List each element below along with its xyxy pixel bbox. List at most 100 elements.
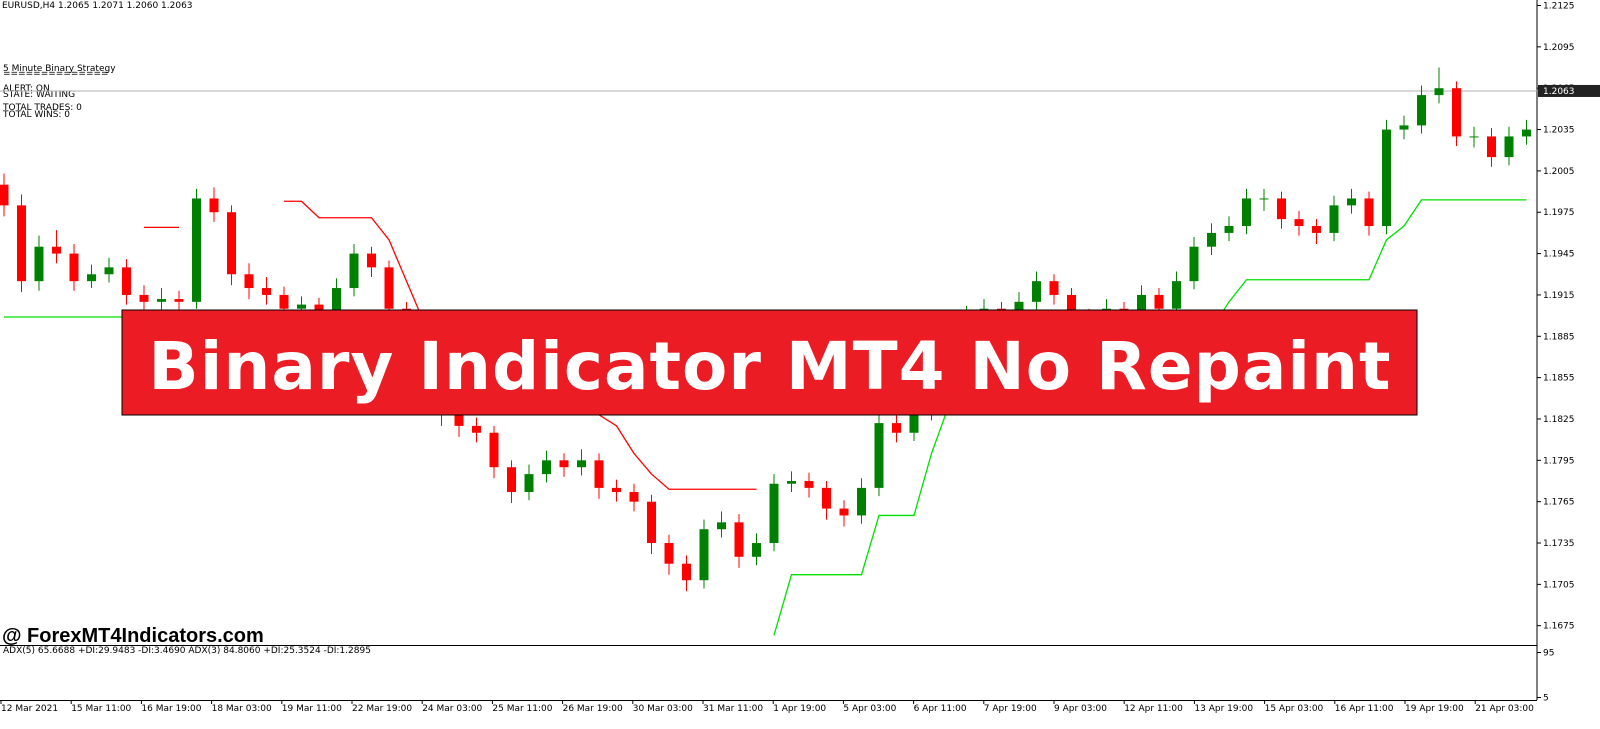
candle-body <box>629 492 639 502</box>
y-tick-label: 1.1855 <box>1543 374 1575 384</box>
y-tick-label: 1.1885 <box>1543 332 1575 342</box>
candle-body <box>1347 198 1356 206</box>
candle-body <box>227 212 236 275</box>
x-tick-label: 5 Apr 03:00 <box>843 704 896 714</box>
candle-body <box>1014 301 1024 316</box>
candle-body <box>1067 294 1076 316</box>
candle-body <box>34 246 44 282</box>
x-tick-label: 15 Mar 11:00 <box>71 704 131 714</box>
current-price-box <box>1538 84 1600 97</box>
y-tick-label: 1.2095 <box>1543 43 1575 53</box>
x-tick-label: 7 Apr 19:00 <box>984 704 1037 714</box>
candle-body <box>769 483 779 544</box>
candle-body <box>297 304 306 309</box>
x-tick-label: 16 Apr 11:00 <box>1335 704 1394 714</box>
candle-body <box>874 423 884 488</box>
candle-body <box>489 432 499 468</box>
candle-body <box>1294 219 1304 227</box>
candle-body <box>804 480 814 488</box>
candle-body <box>367 253 376 268</box>
candle-body <box>909 412 919 433</box>
candle-body <box>1399 125 1409 130</box>
x-tick-label: 26 Mar 19:00 <box>563 704 623 714</box>
candle-body <box>507 467 516 493</box>
x-tick-label: 19 Mar 11:00 <box>282 704 342 714</box>
info-line: ALERT: ON <box>3 84 50 94</box>
y-tick-label: 1.1795 <box>1543 456 1575 466</box>
x-tick-label: 21 Apr 03:00 <box>1475 704 1534 714</box>
info-line: STATE: WAITING <box>3 90 75 100</box>
x-tick-label: 13 Apr 19:00 <box>1194 704 1253 714</box>
candle-body <box>1189 246 1199 282</box>
x-tick-label: 15 Apr 03:00 <box>1265 704 1324 714</box>
candle-body <box>1487 136 1496 158</box>
candle-body <box>122 267 131 295</box>
candle-body <box>542 460 551 475</box>
candle-body <box>1417 95 1426 126</box>
x-tick-label: 16 Mar 19:00 <box>141 704 201 714</box>
candle-body <box>682 563 691 581</box>
info-line: ============== <box>3 69 109 79</box>
candle-body <box>559 460 569 468</box>
candle-body <box>332 288 341 313</box>
candle-body <box>822 487 831 509</box>
candle-body <box>524 474 534 493</box>
candle-body <box>1312 226 1321 233</box>
x-tick-label: 12 Apr 11:00 <box>1124 704 1183 714</box>
candle-body <box>209 198 219 213</box>
candle-body <box>752 543 761 557</box>
candle-body <box>717 522 726 530</box>
candle-body <box>157 299 166 302</box>
candle-body <box>1259 198 1269 200</box>
banner-text: Binary Indicator MT4 No Repaint <box>148 328 1391 405</box>
candle-body <box>1504 136 1514 158</box>
y-tick-label: 1.2005 <box>1543 167 1575 177</box>
candle-body <box>174 299 184 302</box>
candle-body <box>1242 198 1251 227</box>
candle-body <box>594 460 604 488</box>
x-tick-label: 19 Apr 19:00 <box>1405 704 1464 714</box>
y-tick-label: 1.1825 <box>1543 415 1575 425</box>
candle-body <box>1364 198 1374 227</box>
candle-body <box>244 274 254 289</box>
candle-body <box>1172 281 1181 309</box>
info-line: TOTAL WINS: 0 <box>2 110 70 120</box>
info-line: TOTAL TRADES: 0 <box>2 103 82 113</box>
candle-body <box>472 425 481 433</box>
candle-body <box>87 274 96 282</box>
x-tick-label: 25 Mar 11:00 <box>492 704 552 714</box>
candle-body <box>1469 136 1479 138</box>
y-tick-label: 1.1765 <box>1543 498 1575 508</box>
current-price-label: 1.2063 <box>1543 87 1575 97</box>
candle-body <box>839 508 849 516</box>
watermark: @ ForexMT4Indicators.com <box>2 625 264 647</box>
x-tick-label: 6 Apr 11:00 <box>914 704 967 714</box>
y-tick-label: 1.1915 <box>1543 291 1575 301</box>
x-tick-label: 12 Mar 2021 <box>1 704 58 714</box>
candle-body <box>314 304 324 313</box>
x-tick-label: 30 Mar 03:00 <box>633 704 693 714</box>
x-tick-label: 24 Mar 03:00 <box>422 704 482 714</box>
indicator-tick-label: 95 <box>1543 649 1554 659</box>
candle-body <box>892 423 901 433</box>
candle-body <box>52 246 61 254</box>
candle-body <box>577 460 586 468</box>
candle-body <box>1522 129 1531 137</box>
candle-body <box>857 487 866 516</box>
candle-body <box>1224 226 1234 233</box>
candle-body <box>262 288 271 295</box>
x-tick-label: 9 Apr 03:00 <box>1054 704 1107 714</box>
candle-body <box>139 294 149 302</box>
candle-body <box>0 184 9 206</box>
candle-body <box>454 414 464 426</box>
x-tick-label: 22 Mar 19:00 <box>352 704 412 714</box>
info-line: 5 Minute Binary Strategy <box>3 64 116 74</box>
indicator-tick-label: 5 <box>1543 694 1549 704</box>
symbol-header: EURUSD,H4 1.2065 1.2071 1.2060 1.2063 <box>2 1 193 11</box>
candle-body <box>1329 205 1339 233</box>
candle-body <box>17 205 26 282</box>
candle-body <box>1452 88 1461 137</box>
candle-body <box>1277 198 1286 220</box>
y-tick-label: 1.1675 <box>1543 622 1575 632</box>
candle-body <box>1382 129 1391 227</box>
